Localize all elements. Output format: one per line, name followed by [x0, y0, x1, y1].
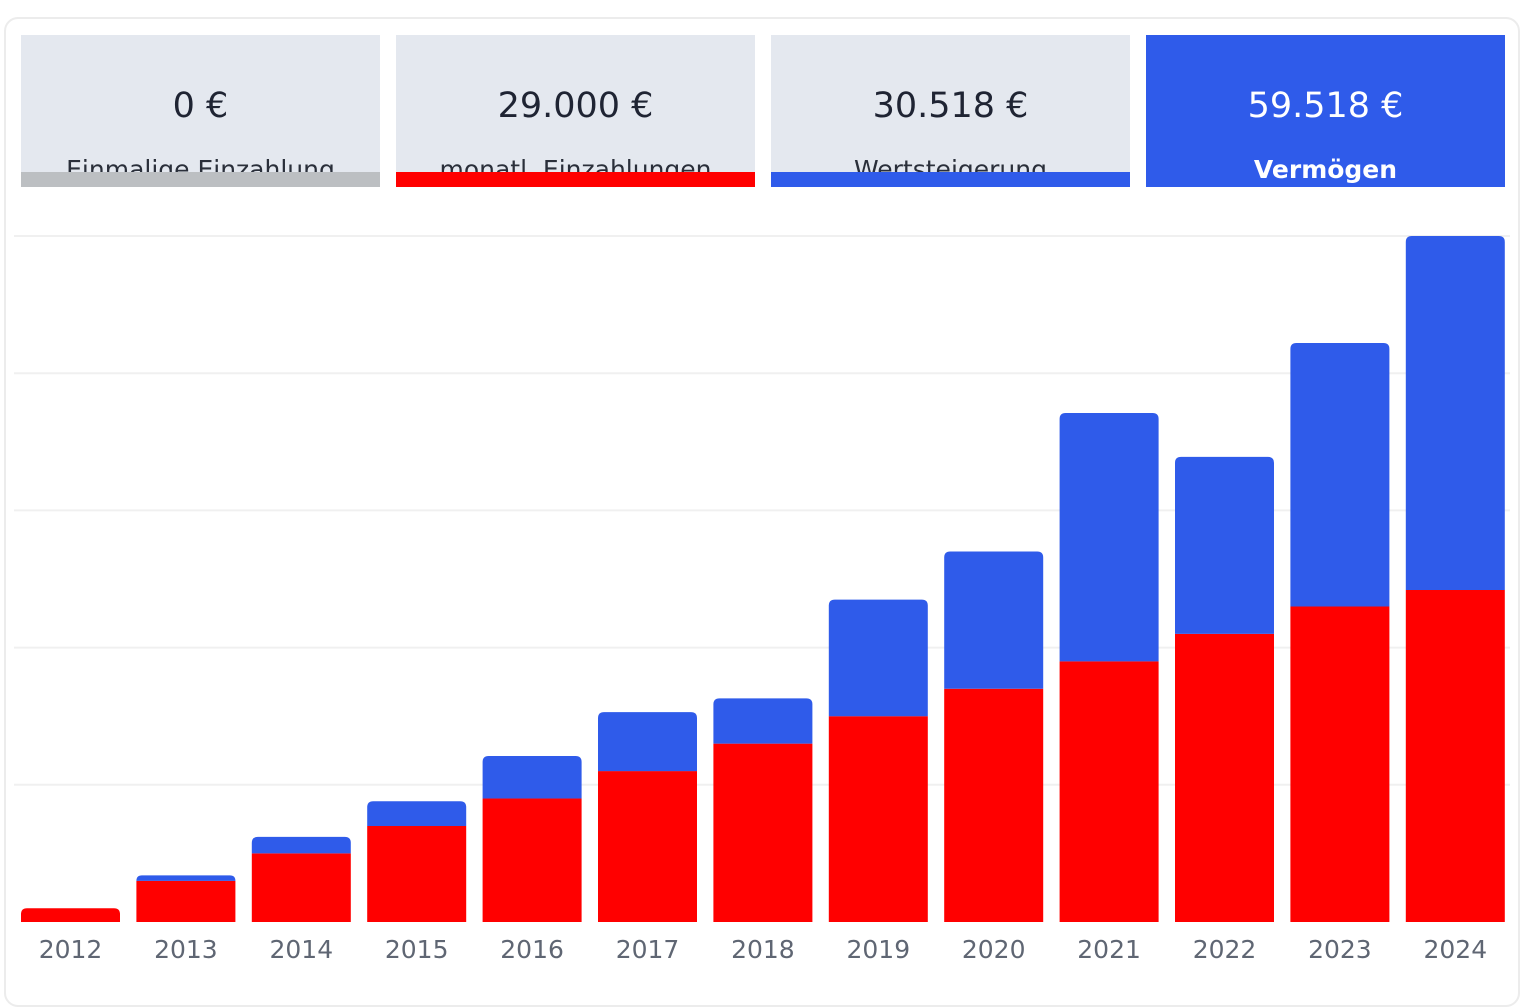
tile-value: 0 €	[172, 86, 229, 126]
bar-segment-wertsteigerung	[136, 875, 236, 881]
bar-segment-einzahlungen	[1405, 589, 1505, 922]
tile-value: 29.000 €	[497, 86, 654, 126]
tile-monatliche-einzahlungen[interactable]: 29.000 € monatl. Einzahlungen	[396, 35, 755, 187]
tile-color-stripe	[21, 172, 380, 187]
bar-segment-wertsteigerung	[367, 801, 467, 826]
x-tick-label: 2013	[154, 935, 218, 964]
bar-segment-einzahlungen	[1175, 633, 1274, 922]
tile-value: 30.518 €	[872, 86, 1029, 126]
x-tick-label: 2018	[731, 935, 795, 964]
summary-tiles: 0 € Einmalige Einzahlung 29.000 € monatl…	[21, 35, 1505, 187]
bar-segment-einzahlungen	[251, 853, 351, 922]
tile-color-stripe	[771, 172, 1130, 187]
bar-segment-wertsteigerung	[1059, 412, 1159, 662]
bar-segment-wertsteigerung	[1290, 343, 1390, 607]
x-tick-label: 2023	[1308, 935, 1372, 964]
bar-segment-einzahlungen	[482, 798, 582, 922]
bar-segment-einzahlungen	[828, 716, 928, 922]
bar-segment-einzahlungen	[21, 908, 120, 922]
x-tick-label: 2014	[269, 935, 333, 964]
bar-segment-wertsteigerung	[944, 551, 1044, 689]
x-tick-label: 2017	[616, 935, 680, 964]
bar-segment-wertsteigerung	[482, 755, 582, 799]
tile-vermoegen[interactable]: 59.518 € Vermögen	[1146, 35, 1505, 187]
bar-segment-einzahlungen	[713, 743, 813, 922]
bar-segment-wertsteigerung	[1175, 456, 1274, 634]
x-tick-label: 2020	[962, 935, 1026, 964]
bar-segment-einzahlungen	[1290, 606, 1390, 922]
tile-wertsteigerung[interactable]: 30.518 € Wertsteigerung	[771, 35, 1130, 187]
bar-segment-wertsteigerung	[598, 712, 697, 772]
x-tick-label: 2021	[1077, 935, 1141, 964]
tile-value: 59.518 €	[1247, 86, 1404, 126]
x-tick-label: 2024	[1423, 935, 1487, 964]
bar-segment-einzahlungen	[136, 880, 236, 922]
bar-segment-wertsteigerung	[713, 698, 813, 744]
x-tick-label: 2016	[500, 935, 564, 964]
bar-segment-einzahlungen	[598, 771, 697, 922]
bar-segment-einzahlungen	[1059, 661, 1159, 922]
x-tick-label: 2022	[1193, 935, 1257, 964]
bar-segment-einzahlungen	[944, 688, 1044, 922]
tile-label: Vermögen	[1253, 155, 1398, 184]
bar-segment-einzahlungen	[367, 825, 467, 922]
x-tick-label: 2015	[385, 935, 449, 964]
x-tick-label: 2012	[39, 935, 103, 964]
bar-segment-wertsteigerung	[828, 599, 928, 717]
tile-color-stripe	[396, 172, 755, 187]
bar-segment-wertsteigerung	[1405, 236, 1505, 590]
x-tick-label: 2019	[846, 935, 910, 964]
tile-einmalige-einzahlung[interactable]: 0 € Einmalige Einzahlung	[21, 35, 380, 187]
stacked-bar-chart: 2012 2013 2014 2015 2016 2017 2018 2019 2020 2021…	[14, 235, 1510, 964]
bar-segment-wertsteigerung	[251, 836, 351, 854]
